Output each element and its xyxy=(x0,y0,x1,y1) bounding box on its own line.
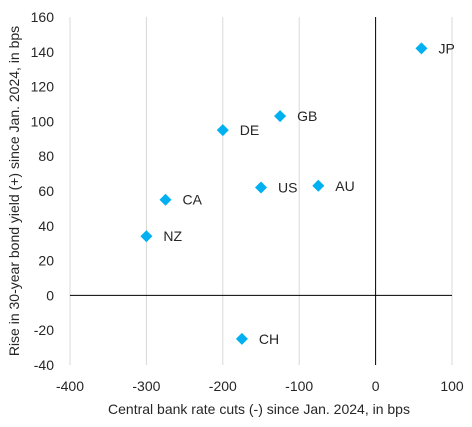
data-point-jp xyxy=(415,42,428,55)
data-point-au xyxy=(312,179,325,192)
data-point-ch xyxy=(235,332,248,345)
data-label-gb: GB xyxy=(297,108,317,124)
y-tick-label: 20 xyxy=(38,253,54,269)
data-point-gb xyxy=(274,110,287,123)
data-label-de: DE xyxy=(240,122,259,138)
y-tick-labels: -40 -20 0 20 40 60 80 100 120 140 160 xyxy=(31,9,55,373)
y-tick-label: 140 xyxy=(31,44,55,60)
y-tick-label: -40 xyxy=(34,357,54,373)
y-tick-label: 40 xyxy=(38,218,54,234)
data-point-us xyxy=(255,181,267,194)
data-point-de xyxy=(216,124,229,137)
y-tick-label: 0 xyxy=(46,287,54,303)
data-label-jp: JP xyxy=(438,40,454,56)
data-point-nz xyxy=(140,230,153,243)
x-axis-label: Central bank rate cuts (-) since Jan. 20… xyxy=(108,401,410,417)
data-point-ca xyxy=(159,193,172,206)
y-tick-label: 160 xyxy=(31,9,55,25)
y-tick-label: 120 xyxy=(31,79,55,95)
x-tick-label: 0 xyxy=(372,378,380,394)
data-label-ch: CH xyxy=(259,331,279,347)
x-tick-labels: -400 -300 -200 -100 0 100 xyxy=(56,378,464,394)
data-label-us: US xyxy=(278,180,297,196)
data-points: JP GB DE US AU CA NZ CH xyxy=(140,40,455,347)
y-tick-label: 100 xyxy=(31,113,55,129)
y-tick-label: 60 xyxy=(38,183,54,199)
y-tick-label: -20 xyxy=(34,322,54,338)
x-tick-label: 100 xyxy=(440,378,464,394)
x-tick-label: -300 xyxy=(132,378,160,394)
data-label-nz: NZ xyxy=(163,228,182,244)
x-tick-label: -200 xyxy=(209,378,237,394)
data-label-ca: CA xyxy=(183,192,203,208)
y-tick-label: 80 xyxy=(38,148,54,164)
x-tick-label: -400 xyxy=(56,378,84,394)
y-axis-label: Rise in 30-year bond yield (+) since Jan… xyxy=(6,26,22,356)
x-tick-label: -100 xyxy=(285,378,313,394)
grid-lines xyxy=(69,17,453,365)
data-label-au: AU xyxy=(335,178,354,194)
zero-axes xyxy=(70,17,452,365)
